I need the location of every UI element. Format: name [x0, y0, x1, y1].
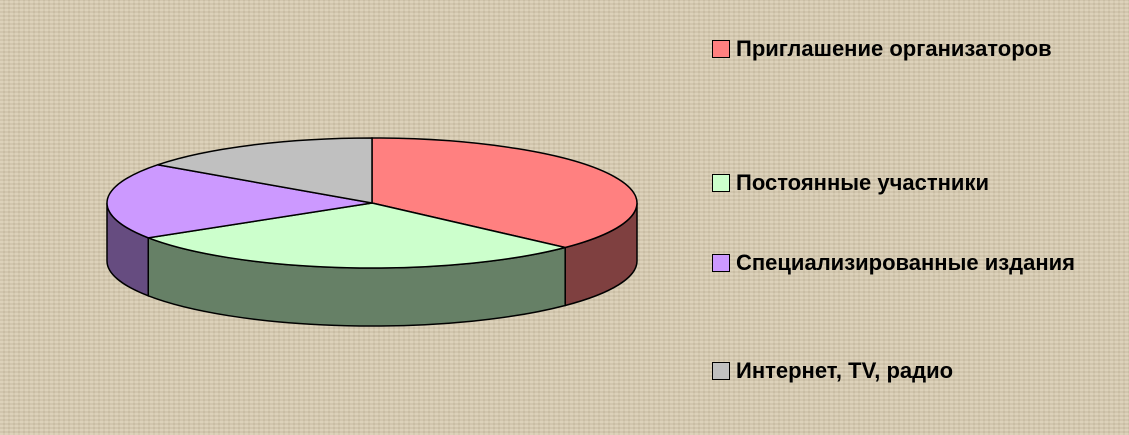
slice: [145, 202, 566, 269]
legend-swatch: [712, 362, 730, 380]
slice: [157, 137, 373, 204]
legend-label: Постоянные участники: [736, 170, 989, 195]
legend-label: Приглашение организаторов: [736, 36, 1052, 61]
legend-swatch: [712, 174, 730, 192]
legend-label: Интернет, TV, радио: [736, 358, 954, 383]
legend-item: Приглашение организаторов: [712, 34, 1106, 64]
legend-swatch: [712, 254, 730, 272]
legend-item: Постоянные участники: [712, 168, 1106, 198]
pie-chart: [106, 137, 638, 327]
slice: [106, 164, 373, 239]
legend-swatch: [712, 40, 730, 58]
legend-item: Специализированные издания: [712, 248, 1106, 278]
legend-item: Интернет, TV, радио: [712, 356, 1106, 386]
slice: [371, 137, 638, 249]
legend-label: Специализированные издания: [736, 250, 1076, 275]
